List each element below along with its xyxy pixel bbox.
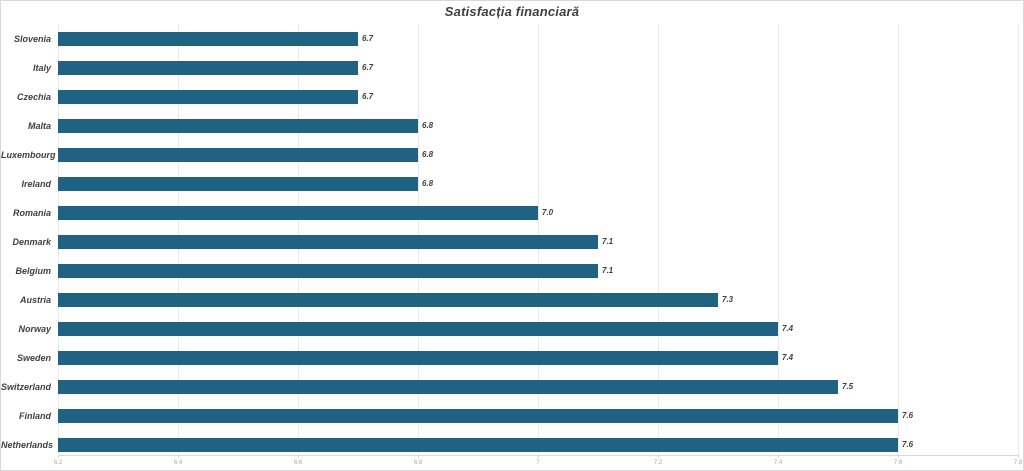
x-axis-tick-label: 6.8 (413, 460, 423, 466)
bar-belgium (58, 264, 598, 278)
category-label-switzerland: Switzerland (1, 382, 52, 392)
bar-czechia (58, 90, 358, 104)
x-axis-tick-label: 7 (536, 460, 540, 466)
bar-italy (58, 61, 358, 75)
chart-title: Satisfacția financiară (444, 4, 580, 19)
value-label-italy: 6.7 (362, 63, 374, 72)
x-axis-tick-label: 6.2 (53, 460, 63, 466)
x-axis-tick-label: 7.8 (1013, 460, 1023, 466)
x-axis-tick-mark (538, 455, 539, 458)
category-label-finland: Finland (19, 411, 51, 421)
category-label-luxembourg: Luxembourg (1, 150, 56, 160)
category-label-netherlands: Netherlands (1, 440, 54, 450)
value-label-slovenia: 6.7 (362, 34, 374, 43)
category-label-italy: Italy (32, 63, 51, 73)
x-axis-tick-mark (298, 455, 299, 458)
bar-sweden (58, 351, 778, 365)
bar-ireland (58, 177, 418, 191)
category-label-czechia: Czechia (16, 92, 51, 102)
category-label-sweden: Sweden (16, 353, 51, 363)
category-label-norway: Norway (18, 324, 51, 334)
x-axis-tick-label: 6.6 (293, 460, 303, 466)
bar-netherlands (58, 438, 898, 452)
x-axis-tick-mark (1018, 455, 1019, 458)
value-label-norway: 7.4 (782, 324, 794, 333)
bar-slovenia (58, 32, 358, 46)
x-axis-tick-label: 6.4 (173, 460, 183, 466)
vertical-gridline (1018, 24, 1019, 455)
category-label-slovenia: Slovenia (13, 34, 51, 44)
x-axis-tick-label: 7.2 (653, 460, 663, 466)
value-label-austria: 7.3 (722, 295, 734, 304)
bar-malta (58, 119, 418, 133)
value-label-malta: 6.8 (422, 121, 434, 130)
value-label-finland: 7.6 (902, 411, 914, 420)
value-label-switzerland: 7.5 (842, 382, 854, 391)
bar-finland (58, 409, 898, 423)
value-label-belgium: 7.1 (602, 266, 614, 275)
bar-switzerland (58, 380, 838, 394)
value-label-romania: 7.0 (542, 208, 554, 217)
bar-luxembourg (58, 148, 418, 162)
category-label-malta: Malta (27, 121, 51, 131)
category-label-romania: Romania (12, 208, 51, 218)
value-label-luxembourg: 6.8 (422, 150, 434, 159)
value-label-denmark: 7.1 (602, 237, 614, 246)
bar-denmark (58, 235, 598, 249)
value-label-netherlands: 7.6 (902, 440, 914, 449)
x-axis-tick-label: 7.4 (773, 460, 783, 466)
vertical-gridline (898, 24, 899, 455)
vertical-gridline (658, 24, 659, 455)
category-label-belgium: Belgium (15, 266, 51, 276)
x-axis-tick-label: 7.6 (893, 460, 903, 466)
category-label-ireland: Ireland (21, 179, 51, 189)
category-label-austria: Austria (19, 295, 51, 305)
bar-austria (58, 293, 718, 307)
value-label-czechia: 6.7 (362, 92, 374, 101)
x-axis-tick-mark (778, 455, 779, 458)
vertical-gridline (778, 24, 779, 455)
category-label-denmark: Denmark (12, 237, 51, 247)
bar-norway (58, 322, 778, 336)
value-label-sweden: 7.4 (782, 353, 794, 362)
value-label-ireland: 6.8 (422, 179, 434, 188)
bar-romania (58, 206, 538, 220)
x-axis-tick-mark (178, 455, 179, 458)
x-axis-tick-mark (58, 455, 59, 458)
x-axis-tick-mark (418, 455, 419, 458)
x-axis-tick-mark (658, 455, 659, 458)
x-axis-tick-mark (898, 455, 899, 458)
